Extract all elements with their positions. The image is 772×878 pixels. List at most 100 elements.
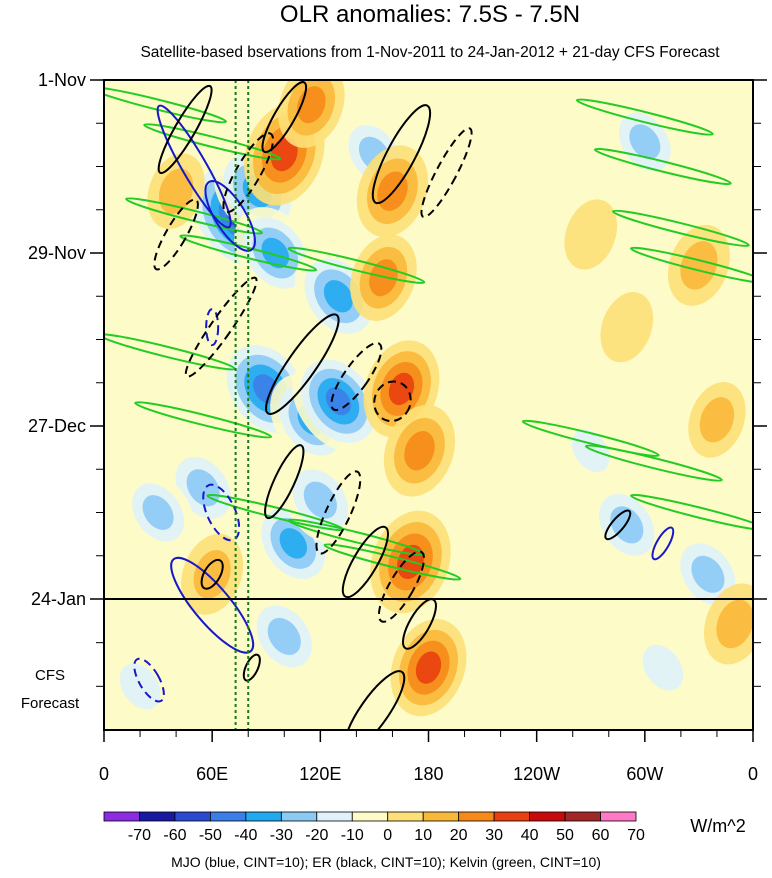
anomaly-level	[699, 397, 735, 443]
colorbar-label: 0	[383, 827, 392, 844]
anomaly-blob	[669, 531, 747, 618]
anomaly-blob	[245, 593, 323, 680]
chart-subtitle: Satellite-based bservations from 1-Nov-2…	[140, 44, 720, 61]
er-contour	[184, 276, 258, 378]
y-tick-label: 1-Nov	[38, 70, 86, 90]
x-tick-label: 60E	[196, 764, 228, 784]
kelvin-contour	[629, 493, 753, 532]
colorbar-label: -20	[305, 827, 328, 844]
er-contour	[604, 509, 632, 541]
mjo-contour	[202, 483, 241, 542]
colorbar-swatch	[351, 811, 389, 822]
anomaly-level	[642, 644, 684, 691]
colorbar-swatch	[458, 811, 495, 822]
colorbar-swatch	[422, 811, 460, 822]
er-contour	[264, 444, 305, 520]
er-contour	[200, 558, 224, 590]
colorbar-swatch	[280, 811, 318, 822]
anomaly-blob	[628, 629, 697, 706]
anomaly-blob	[667, 224, 730, 306]
er-contour	[153, 198, 199, 271]
er-contour	[265, 313, 340, 416]
colorbar-swatch	[493, 811, 530, 822]
mjo-contour	[204, 180, 256, 252]
colorbar-swatch	[174, 811, 211, 822]
x-tick-label: 0	[748, 764, 758, 784]
y-tick-label: 24-Jan	[31, 589, 86, 609]
colorbar-label: -10	[341, 827, 364, 844]
er-contour	[420, 127, 473, 219]
plot-area	[103, 79, 754, 731]
kelvin-contour	[629, 246, 753, 284]
colorbar-label: 30	[485, 827, 503, 844]
colorbar-label: -30	[270, 827, 293, 844]
colorbar-label: -50	[199, 827, 222, 844]
anomaly-blob	[588, 481, 666, 569]
anomaly-level	[303, 481, 337, 519]
colorbar-label: 50	[556, 827, 574, 844]
anomaly-level	[261, 237, 289, 269]
kelvin-contour	[323, 543, 462, 581]
y-tick-label: 29-Nov	[28, 243, 86, 263]
forecast-label-line1: CFS	[35, 667, 65, 684]
kelvin-contour	[575, 98, 714, 136]
er-contour	[343, 670, 406, 730]
x-tick-label: 60W	[626, 764, 663, 784]
anomaly-level	[279, 528, 308, 559]
anomaly-blob	[559, 415, 623, 487]
y-axis: 1-Nov 29-Nov 27-Dec 24-Jan	[28, 70, 767, 687]
colorbar-swatch	[245, 811, 282, 822]
anomaly-level	[691, 555, 725, 593]
kelvin-contour	[134, 401, 273, 439]
anomaly-level	[629, 124, 661, 160]
er-contour	[373, 380, 412, 423]
er-contour	[341, 525, 389, 599]
kelvin-contour	[611, 209, 750, 247]
overlay-legend-text: MJO (blue, CINT=10); ER (black, CINT=10)…	[171, 854, 601, 870]
mjo-contour	[156, 104, 232, 229]
x-axis: 0 60E 120E 180 120W 60W 0	[99, 730, 758, 784]
er-contour	[330, 342, 383, 412]
anomaly-level	[680, 241, 718, 290]
anomaly-blob	[600, 292, 654, 363]
anomaly-level	[571, 429, 610, 473]
er-contour	[157, 84, 213, 175]
anomaly-level	[158, 168, 194, 214]
colorbar: -70 -60 -50 -40 -30 -20 -10 0 10 20 30 40 50 60 70	[103, 811, 645, 844]
anomaly-blob	[688, 382, 746, 458]
colorbar-swatch	[139, 811, 176, 822]
reference-lines	[234, 80, 250, 730]
x-tick-label: 120W	[513, 764, 560, 784]
mjo-contour	[170, 556, 255, 654]
chart-title: OLR anomalies: 7.5S - 7.5N	[280, 1, 580, 28]
anomaly-level	[270, 137, 298, 172]
mjo-contour	[205, 308, 220, 347]
colorbar-unit: W/m^2	[690, 816, 745, 836]
anomaly-field	[106, 80, 753, 725]
colorbar-swatch	[529, 811, 566, 822]
anomaly-level	[716, 599, 753, 649]
mjo-contour	[651, 526, 675, 561]
anomaly-blob	[278, 80, 345, 148]
er-contour	[377, 550, 425, 623]
x-tick-label: 120E	[299, 764, 341, 784]
er-contour	[371, 104, 432, 205]
kelvin-contour	[287, 246, 426, 284]
anomaly-blob	[383, 404, 456, 497]
anomaly-blob	[564, 199, 618, 270]
anomaly-level	[186, 469, 220, 507]
anomaly-blob	[121, 471, 195, 554]
colorbar-label: -70	[128, 827, 151, 844]
anomaly-blob	[703, 583, 753, 665]
anomaly-level	[267, 617, 301, 655]
colorbar-swatch	[316, 811, 353, 822]
forecast-label-line2: Forecast	[21, 695, 80, 712]
y-tick-label: 27-Dec	[28, 416, 86, 436]
kelvin-contour	[125, 197, 264, 235]
er-contour	[261, 81, 308, 154]
kelvin-contour	[179, 234, 318, 272]
anomaly-blob	[390, 619, 467, 717]
colorbar-label: 70	[627, 827, 645, 844]
wave-filter-contours	[104, 81, 753, 730]
